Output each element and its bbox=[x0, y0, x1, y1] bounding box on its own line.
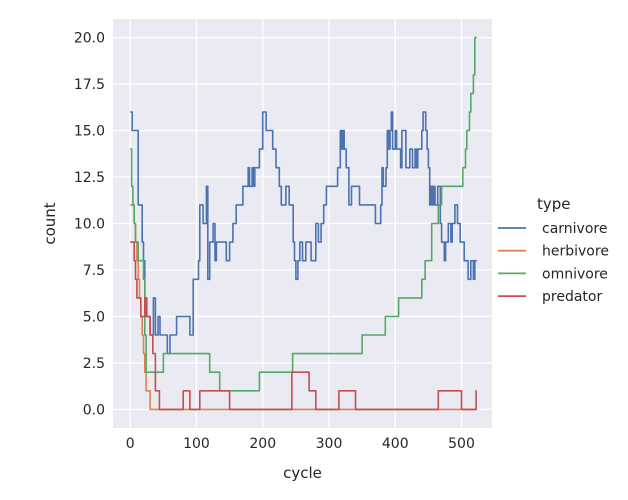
legend-label-predator: predator bbox=[542, 289, 602, 305]
y-tick-label: 17.5 bbox=[74, 77, 105, 93]
x-axis-ticks: 0 100 200 300 400 500 bbox=[126, 436, 475, 452]
legend-title: type bbox=[537, 195, 571, 213]
legend-label-omnivore: omnivore bbox=[542, 266, 608, 282]
legend: type carnivore herbivore omnivore predator bbox=[498, 195, 609, 305]
y-tick-label: 12.5 bbox=[74, 170, 105, 186]
y-tick-label: 10.0 bbox=[74, 217, 105, 233]
y-tick-label: 20.0 bbox=[74, 31, 105, 47]
x-tick-label: 100 bbox=[183, 436, 210, 452]
x-tick-label: 400 bbox=[382, 436, 409, 452]
legend-label-carnivore: carnivore bbox=[542, 221, 607, 237]
y-tick-label: 15.0 bbox=[74, 124, 105, 140]
y-tick-label: 7.5 bbox=[83, 263, 105, 279]
x-tick-label: 300 bbox=[316, 436, 343, 452]
x-tick-label: 200 bbox=[249, 436, 276, 452]
legend-label-herbivore: herbivore bbox=[542, 244, 609, 260]
y-tick-label: 5.0 bbox=[83, 309, 105, 325]
y-axis-title: count bbox=[41, 202, 59, 244]
y-tick-label: 0.0 bbox=[83, 402, 105, 418]
series-line-carnivore bbox=[130, 111, 477, 355]
x-tick-label: 0 bbox=[126, 436, 135, 452]
series-lines bbox=[130, 36, 477, 411]
x-tick-label: 500 bbox=[448, 436, 475, 452]
series-line-omnivore bbox=[130, 36, 477, 392]
x-axis-title: cycle bbox=[283, 464, 322, 482]
y-tick-label: 2.5 bbox=[83, 356, 105, 372]
y-axis-ticks: 0.0 2.5 5.0 7.5 10.0 12.5 15.0 17.5 20.0 bbox=[74, 31, 105, 419]
series-line-predator bbox=[130, 241, 477, 411]
